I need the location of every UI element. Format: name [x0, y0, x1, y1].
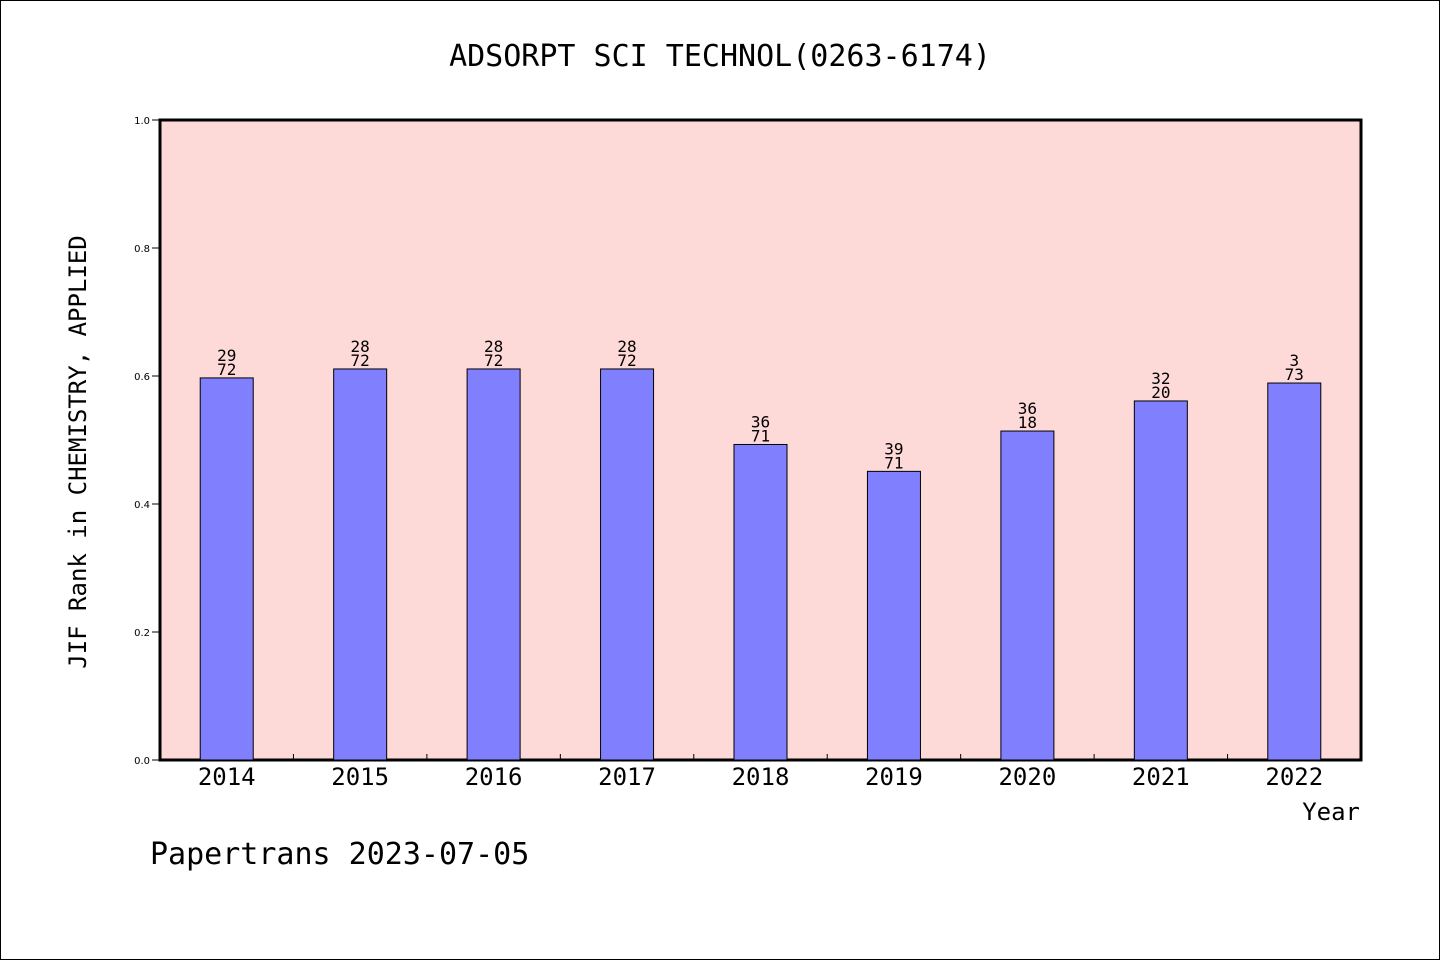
bar: [199, 377, 254, 761]
data-label-bottom: 73: [1285, 365, 1304, 384]
y-tick-label: 0.8: [134, 244, 150, 255]
x-tick-label: 2016: [465, 763, 523, 791]
data-label-bottom: 20: [1151, 383, 1170, 402]
data-label-top: 3: [1289, 351, 1299, 370]
y-tick-label: 0.2: [134, 628, 150, 639]
y-tick-label: 0.0: [134, 756, 150, 767]
data-label-bottom: 72: [617, 351, 636, 370]
data-label-top: 32: [1151, 369, 1170, 388]
bar: [333, 368, 388, 761]
data-label-top: 36: [751, 412, 770, 431]
bar: [466, 368, 521, 761]
x-tick-label: 2017: [598, 763, 656, 791]
bar: [733, 443, 788, 761]
bar: [1267, 382, 1322, 761]
data-label-bottom: 18: [1018, 413, 1037, 432]
bar: [600, 368, 655, 761]
y-axis-label: JIF Rank in CHEMISTRY, APPLIED: [64, 235, 92, 668]
y-tick-label: 0.6: [134, 372, 150, 383]
bar: [866, 470, 921, 761]
data-label-bottom: 72: [351, 351, 370, 370]
data-label-bottom: 71: [884, 453, 903, 472]
data-label-bottom: 72: [484, 351, 503, 370]
data-label-top: 28: [484, 337, 503, 356]
x-tick-label: 2014: [198, 763, 256, 791]
x-axis: 2014 2015 2016 2017 2018 2019 2020 2021 2022: [198, 754, 1323, 791]
bar: [1133, 400, 1188, 761]
data-label-top: 28: [617, 337, 636, 356]
footer-watermark: Papertrans 2023-07-05: [150, 837, 529, 872]
x-tick-label: 2015: [331, 763, 389, 791]
y-tick-label: 1.0: [134, 116, 150, 127]
x-tick-label: 2020: [998, 763, 1056, 791]
x-tick-label: 2018: [732, 763, 790, 791]
chart-title: ADSORPT SCI TECHNOL(0263-6174): [449, 39, 991, 74]
x-axis-label: Year: [1302, 798, 1360, 826]
x-tick-label: 2022: [1265, 763, 1323, 791]
y-axis: 0.0 0.2 0.4 0.6 0.8 1.0: [134, 116, 160, 767]
x-tick-label: 2021: [1132, 763, 1190, 791]
data-label-bottom: 71: [751, 426, 770, 445]
data-label-top: 28: [351, 337, 370, 356]
data-label-top: 36: [1018, 399, 1037, 418]
data-label-top: 29: [217, 346, 236, 365]
y-tick-label: 0.4: [134, 500, 150, 511]
data-label-top: 39: [884, 439, 903, 458]
data-label-bottom: 72: [217, 360, 236, 379]
bar: [1000, 430, 1055, 761]
x-tick-label: 2019: [865, 763, 923, 791]
